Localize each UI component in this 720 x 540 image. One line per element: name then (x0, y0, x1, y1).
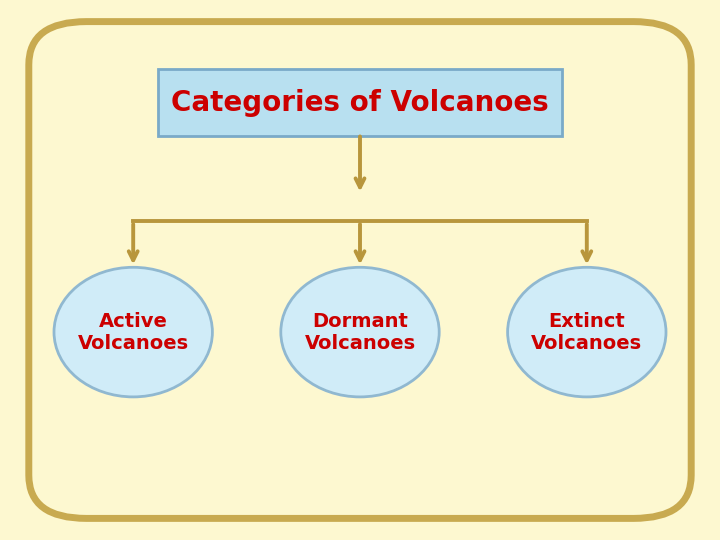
Text: Dormant
Volcanoes: Dormant Volcanoes (305, 312, 415, 353)
Text: Extinct
Volcanoes: Extinct Volcanoes (531, 312, 642, 353)
Text: Active
Volcanoes: Active Volcanoes (78, 312, 189, 353)
Ellipse shape (508, 267, 666, 397)
Ellipse shape (54, 267, 212, 397)
FancyBboxPatch shape (29, 22, 691, 518)
FancyBboxPatch shape (158, 69, 562, 136)
Ellipse shape (281, 267, 439, 397)
Text: Categories of Volcanoes: Categories of Volcanoes (171, 89, 549, 117)
